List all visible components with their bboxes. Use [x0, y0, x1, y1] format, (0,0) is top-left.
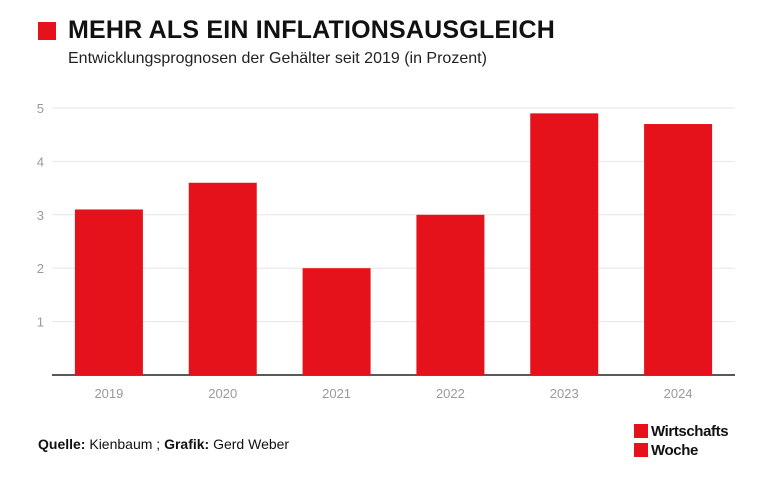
- bar-layer: [74, 113, 713, 376]
- source-note: Quelle: Kienbaum ; Grafik: Gerd Weber: [38, 436, 289, 452]
- y-tick-label-5: 5: [37, 101, 44, 116]
- bar-chart: 1 2 3 4 5 2019 2020 2021 2022 2023 2024: [37, 101, 735, 401]
- logo-square-top: [634, 424, 648, 438]
- x-tick-label-2019: 2019: [94, 386, 123, 401]
- y-tick-label-4: 4: [37, 154, 44, 169]
- chart-subtitle: Entwicklungsprognosen der Gehälter seit …: [68, 50, 487, 67]
- bar-2021: [302, 268, 371, 375]
- chart-title: MEHR ALS EIN INFLATIONSAUSGLEICH: [68, 16, 555, 44]
- bar-2020: [188, 182, 257, 375]
- bar-2024: [644, 124, 713, 376]
- logo-line-2: Woche: [651, 442, 698, 459]
- y-tick-label-1: 1: [37, 315, 44, 330]
- bar-2022: [416, 214, 485, 375]
- grid-layer: [52, 107, 735, 376]
- title-row: MEHR ALS EIN INFLATIONSAUSGLEICH: [38, 16, 555, 45]
- label-layer: 1 2 3 4 5 2019 2020 2021 2022 2023 2024: [37, 101, 693, 401]
- x-tick-label-2024: 2024: [664, 386, 693, 401]
- logo-line-1: Wirtschafts: [651, 423, 729, 440]
- source-value: Kienbaum ;: [89, 436, 161, 452]
- title-marker: [38, 21, 56, 40]
- bar-2019: [74, 209, 143, 375]
- graphic-value: Gerd Weber: [213, 436, 290, 452]
- graphic-label: Grafik:: [164, 436, 210, 452]
- source-label: Quelle:: [38, 436, 86, 452]
- y-tick-label-3: 3: [37, 208, 44, 223]
- wirtschaftswoche-logo: Wirtschafts Woche: [634, 423, 738, 459]
- x-tick-label-2021: 2021: [322, 386, 351, 401]
- x-tick-label-2022: 2022: [436, 386, 465, 401]
- y-tick-label-2: 2: [37, 261, 44, 276]
- bar-2023: [530, 113, 599, 375]
- x-tick-label-2020: 2020: [208, 386, 237, 401]
- logo-square-bottom: [634, 443, 648, 457]
- x-tick-label-2023: 2023: [550, 386, 579, 401]
